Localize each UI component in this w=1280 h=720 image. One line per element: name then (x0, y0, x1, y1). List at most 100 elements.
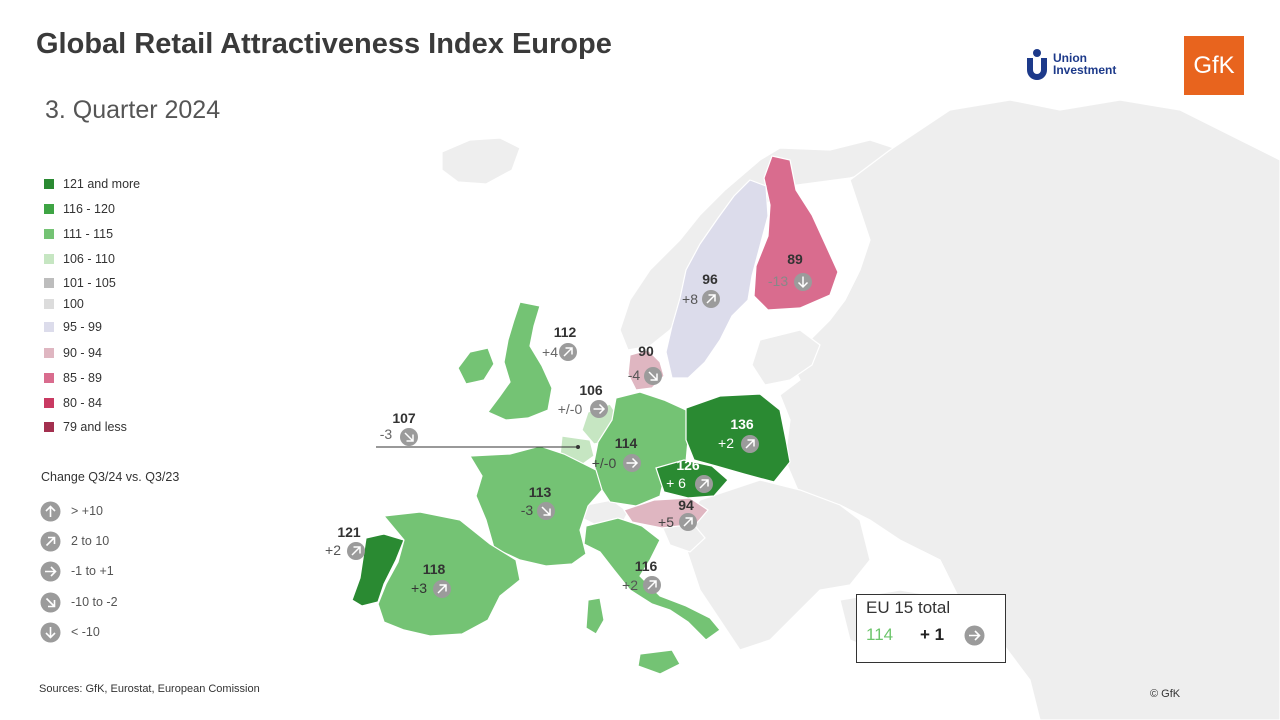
change-legend-item-4: < -10 (40, 621, 100, 643)
legend-swatch (44, 348, 54, 358)
country-change-spain: +3 (411, 580, 427, 596)
country-italy (583, 517, 721, 641)
legend-item-0: 121 and more (44, 176, 140, 192)
country-shapes (351, 155, 839, 675)
country-value-netherlands: 106 (579, 382, 603, 398)
eu-total-value: 114 (866, 625, 894, 644)
legend-label: 100 (63, 297, 84, 311)
legend-swatch (44, 322, 54, 332)
change-legend-label: < -10 (71, 625, 100, 639)
country-value-germany: 114 (615, 435, 638, 451)
arrow-up-right-icon (702, 290, 720, 308)
page-subtitle: 3. Quarter 2024 (45, 96, 221, 124)
legend-swatch (44, 278, 54, 288)
legend-item-6: 95 - 99 (44, 319, 102, 335)
country-value-denmark: 90 (638, 343, 654, 359)
legend-item-8: 85 - 89 (44, 370, 102, 386)
legend-swatch (44, 204, 54, 214)
country-change-austria: +5 (658, 514, 674, 530)
country-value-czechia: 126 (676, 457, 700, 473)
page-title: Global Retail Attractiveness Index Europ… (36, 28, 612, 60)
legend-item-2: 111 - 115 (44, 226, 113, 242)
country-value-italy: 116 (635, 558, 658, 574)
country-change-france: -3 (521, 502, 534, 518)
arrow-right-icon (964, 625, 985, 646)
country-label-spain: 118+3 (411, 561, 451, 598)
change-legend-item-1: 2 to 10 (40, 530, 109, 552)
arrow-up-right-icon (40, 531, 61, 551)
legend-swatch (44, 254, 54, 264)
change-legend-item-0: > +10 (40, 500, 103, 522)
country-value-finland: 89 (787, 251, 803, 267)
country-change-belgium: -3 (380, 426, 393, 442)
country-sweden (665, 179, 769, 379)
arrow-up-right-icon (741, 435, 759, 453)
union-investment-line2: Investment (1053, 63, 1117, 77)
country-label-france: 113-3 (521, 484, 555, 520)
belgium-leader-dot (576, 445, 580, 449)
union-investment-logo-icon (1027, 49, 1047, 80)
country-portugal (351, 533, 405, 607)
legend-item-1: 116 - 120 (44, 201, 115, 217)
legend-item-4: 101 - 105 (44, 275, 116, 291)
country-label-poland: 136+2 (718, 416, 759, 453)
country-sicily (637, 649, 681, 675)
legend-item-7: 90 - 94 (44, 345, 102, 361)
country-uk (487, 301, 553, 421)
legend-label: 121 and more (63, 177, 141, 191)
country-change-czechia: + 6 (666, 475, 686, 491)
legend-label: 80 - 84 (63, 396, 102, 410)
country-label-sweden: 96+8 (682, 271, 720, 308)
eu-total-label: EU 15 total (866, 598, 951, 617)
legend-swatch (44, 229, 54, 239)
legend-label: 79 and less (63, 420, 127, 434)
legend-swatch (44, 299, 54, 309)
legend-item-3: 106 - 110 (44, 251, 115, 267)
arrow-down-right-icon (644, 367, 662, 385)
country-value-sweden: 96 (702, 271, 718, 287)
country-ireland (457, 347, 495, 385)
legend-label: 95 - 99 (63, 320, 102, 334)
arrow-up-icon (40, 501, 61, 521)
arrow-down-right-icon (40, 592, 61, 612)
arrow-up-right-icon (347, 542, 365, 560)
country-label-finland: 89-13 (768, 251, 812, 291)
gfk-logo: GfK (1184, 36, 1244, 95)
country-label-portugal: 121+2 (325, 524, 365, 560)
country-change-sweden: +8 (682, 291, 698, 307)
country-change-uk: +4 (542, 344, 558, 360)
change-legend-title: Change Q3/24 vs. Q3/23 (41, 470, 180, 484)
copyright-note: © GfK (1150, 688, 1181, 700)
change-legend-label: 2 to 10 (71, 534, 110, 548)
arrow-down-right-icon (400, 428, 418, 446)
country-change-italy: +2 (622, 577, 638, 593)
legend-label: 90 - 94 (63, 346, 102, 360)
legend-label: 111 - 115 (63, 227, 114, 241)
legend-item-10: 79 and less (44, 419, 127, 435)
country-value-spain: 118 (423, 561, 446, 577)
country-change-denmark: -4 (628, 367, 641, 383)
country-change-finland: -13 (768, 273, 788, 289)
country-label-germany: 114 +/-0 (592, 435, 641, 472)
change-legend-item-3: -10 to -2 (40, 591, 118, 613)
legend-label: 116 - 120 (63, 202, 115, 216)
country-change-portugal: +2 (325, 542, 341, 558)
country-label-austria: 94+5 (658, 497, 697, 531)
arrow-down-icon (40, 622, 61, 642)
legend-swatch (44, 179, 54, 189)
eu-total-change: + 1 (920, 625, 945, 644)
country-label-uk: 112+4 (542, 324, 577, 361)
legend-item-5: 100 (44, 296, 84, 312)
country-label-netherlands: 106 +/-0 (558, 382, 608, 418)
change-legend-item-2: -1 to +1 (40, 560, 114, 582)
country-label-italy: 116+2 (622, 558, 661, 594)
change-legend-label: -10 to -2 (71, 595, 118, 609)
country-value-poland: 136 (730, 416, 754, 432)
arrow-up-right-icon (643, 576, 661, 594)
country-value-belgium: 107 (392, 410, 416, 426)
arrow-up-right-icon (559, 343, 577, 361)
arrow-up-right-icon (679, 513, 697, 531)
country-value-uk: 112 (554, 324, 577, 340)
legend-swatch (44, 398, 54, 408)
